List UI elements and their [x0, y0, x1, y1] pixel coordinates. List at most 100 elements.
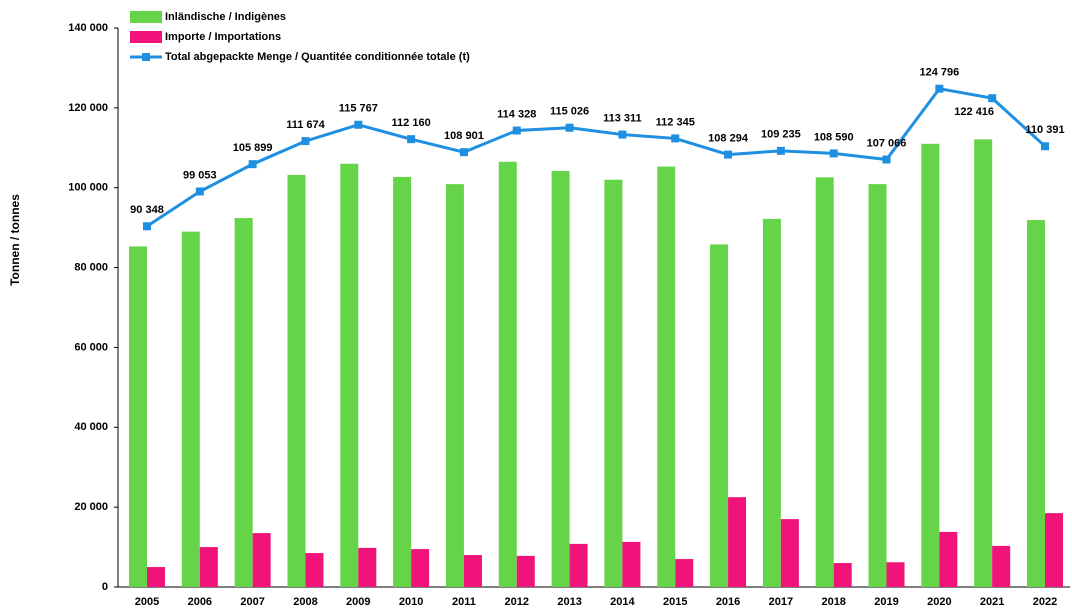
bar [833, 563, 852, 587]
x-tick-label: 2006 [188, 596, 212, 608]
bar [657, 166, 676, 588]
line-marker [1041, 142, 1049, 151]
legend-label: Total abgepackte Menge / Quantitée condi… [165, 51, 470, 63]
data-label: 115 026 [550, 106, 589, 118]
y-tick-label: 40 000 [74, 421, 108, 433]
bar [569, 543, 588, 587]
line-marker [829, 149, 838, 158]
legend-swatch [130, 31, 162, 43]
bar [551, 170, 570, 588]
data-label: 99 053 [183, 169, 217, 181]
x-tick-label: 2020 [927, 596, 951, 608]
x-tick-label: 2009 [346, 596, 370, 608]
line-marker [882, 155, 891, 164]
x-tick-label: 2012 [505, 596, 529, 608]
y-tick-label: 140 000 [68, 22, 108, 34]
y-axis-label: Tonnen / tonnes [8, 194, 22, 286]
x-tick-label: 2013 [557, 596, 581, 608]
bar [358, 547, 377, 587]
legend-label: Importe / Importations [165, 31, 281, 43]
data-label: 111 674 [286, 119, 325, 131]
line [146, 87, 1047, 228]
y-tick-label: 100 000 [68, 182, 108, 194]
data-label: 108 590 [814, 131, 854, 143]
bar [411, 549, 430, 587]
x-tick-label: 2010 [399, 596, 423, 608]
legend-swatch [130, 11, 162, 23]
line-marker [301, 137, 310, 146]
y-tick-label: 20 000 [74, 501, 108, 513]
bar [463, 555, 482, 587]
x-tick-label: 2019 [874, 596, 898, 608]
bar [886, 562, 905, 587]
y-tick-label: 60 000 [74, 341, 108, 353]
bar [622, 541, 641, 587]
bar [868, 184, 887, 587]
bar [728, 497, 747, 587]
bar [234, 218, 253, 587]
bar [287, 174, 306, 588]
line-marker [195, 187, 204, 196]
x-tick-label: 2021 [980, 596, 1004, 608]
line-marker [143, 222, 151, 231]
bar [1027, 220, 1045, 587]
line-marker [248, 160, 257, 169]
bar [1045, 513, 1063, 587]
x-tick-label: 2008 [293, 596, 317, 608]
data-label: 107 066 [867, 137, 907, 149]
bar [181, 231, 200, 587]
y-tick-label: 0 [102, 581, 108, 593]
line-marker [671, 134, 680, 143]
bar [147, 567, 165, 587]
x-tick-label: 2014 [610, 596, 635, 608]
bar [780, 519, 799, 587]
x-tick-label: 2007 [240, 596, 264, 608]
line-marker [988, 94, 997, 103]
bar [974, 139, 993, 588]
bar [710, 244, 729, 588]
x-tick-label: 2015 [663, 596, 687, 608]
data-label: 108 901 [444, 130, 484, 142]
bar [762, 218, 781, 587]
y-tick-label: 120 000 [68, 102, 108, 114]
legend-label: Inländische / Indigènes [165, 11, 286, 23]
x-tick-label: 2022 [1033, 596, 1057, 608]
data-label: 90 348 [130, 204, 164, 216]
data-label: 124 796 [919, 67, 959, 79]
data-label: 105 899 [233, 142, 273, 154]
data-label: 109 235 [761, 129, 801, 141]
line-marker [354, 120, 363, 129]
line-marker [459, 148, 468, 157]
x-tick-label: 2018 [821, 596, 845, 608]
x-tick-label: 2005 [135, 596, 159, 608]
bar [604, 179, 623, 587]
data-label: 108 294 [708, 133, 749, 145]
data-label: 110 391 [1025, 124, 1064, 136]
data-label: 115 767 [339, 103, 378, 115]
bar [445, 184, 464, 587]
line-marker [512, 126, 521, 135]
y-tick-label: 80 000 [74, 261, 108, 273]
bar [815, 177, 834, 587]
line-marker [935, 84, 944, 93]
x-tick-label: 2016 [716, 596, 740, 608]
bar [921, 143, 940, 588]
bar [252, 533, 271, 587]
legend-swatch [142, 53, 150, 61]
bar [939, 531, 958, 587]
line-marker [776, 146, 785, 155]
data-label: 113 311 [603, 112, 642, 124]
bar [675, 559, 694, 587]
data-label: 122 416 [954, 106, 994, 118]
bar [129, 246, 147, 587]
bar [305, 553, 324, 587]
bar [498, 161, 517, 587]
bar [516, 555, 535, 587]
bar [992, 545, 1011, 587]
line-marker [618, 130, 627, 139]
data-label: 112 160 [392, 117, 431, 129]
line-marker [407, 135, 416, 144]
line-marker [565, 123, 574, 132]
data-label: 114 328 [497, 108, 536, 120]
